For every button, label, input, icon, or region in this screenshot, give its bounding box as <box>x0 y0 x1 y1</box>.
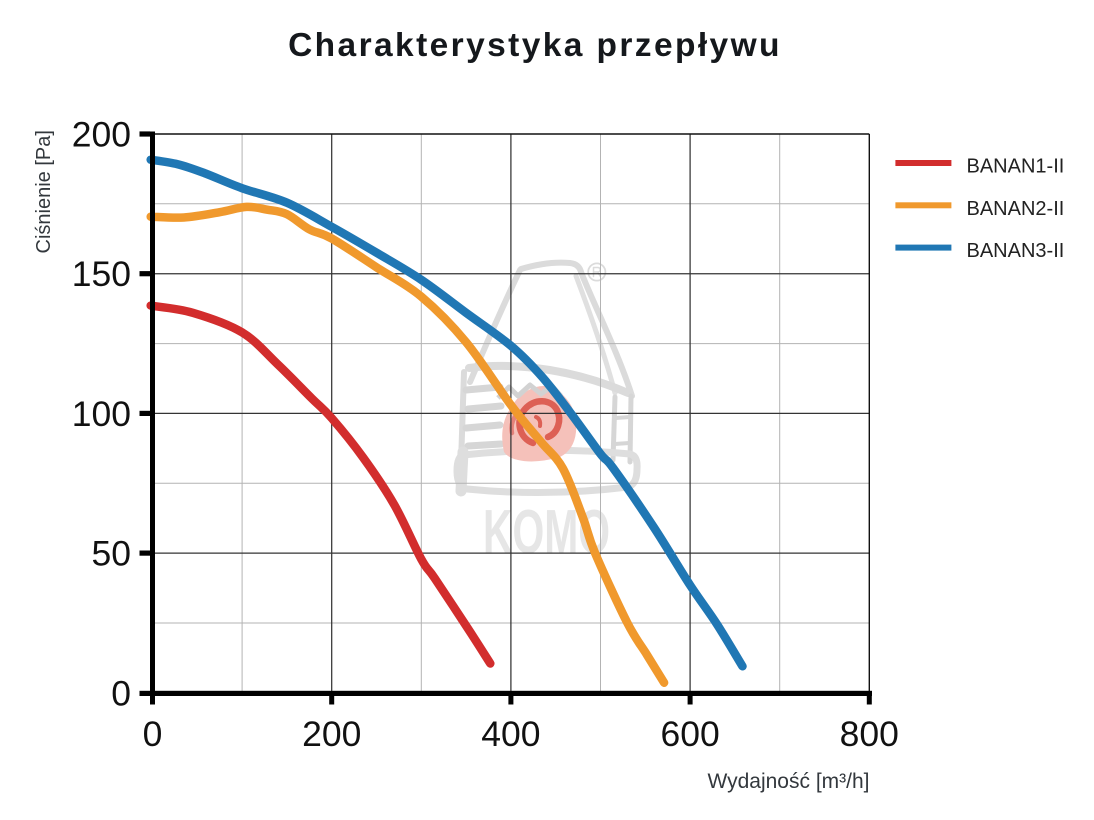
svg-text:Ciśnienie [Pa]: Ciśnienie [Pa] <box>33 130 55 253</box>
svg-text:Wydajność [m³/h]: Wydajność [m³/h] <box>707 770 869 793</box>
svg-text:BANAN1-II: BANAN1-II <box>967 156 1065 178</box>
svg-text:150: 150 <box>72 254 131 294</box>
svg-text:400: 400 <box>481 714 540 754</box>
svg-text:600: 600 <box>660 714 719 754</box>
svg-text:BANAN2-II: BANAN2-II <box>967 198 1065 220</box>
svg-text:Charakterystyka przepływu: Charakterystyka przepływu <box>288 27 782 64</box>
svg-text:800: 800 <box>840 714 899 754</box>
svg-text:0: 0 <box>143 714 163 754</box>
svg-text:50: 50 <box>92 534 132 574</box>
svg-text:0: 0 <box>111 673 131 713</box>
svg-text:BANAN3-II: BANAN3-II <box>967 240 1065 262</box>
svg-text:100: 100 <box>72 394 131 434</box>
svg-text:200: 200 <box>72 115 131 155</box>
svg-text:200: 200 <box>302 714 361 754</box>
